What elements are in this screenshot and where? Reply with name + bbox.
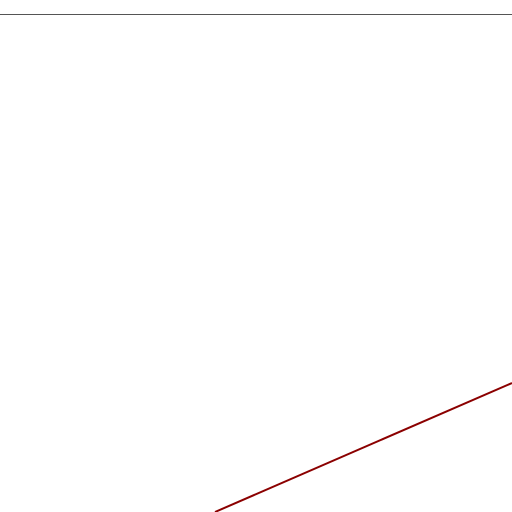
diagonal-line	[214, 382, 512, 512]
